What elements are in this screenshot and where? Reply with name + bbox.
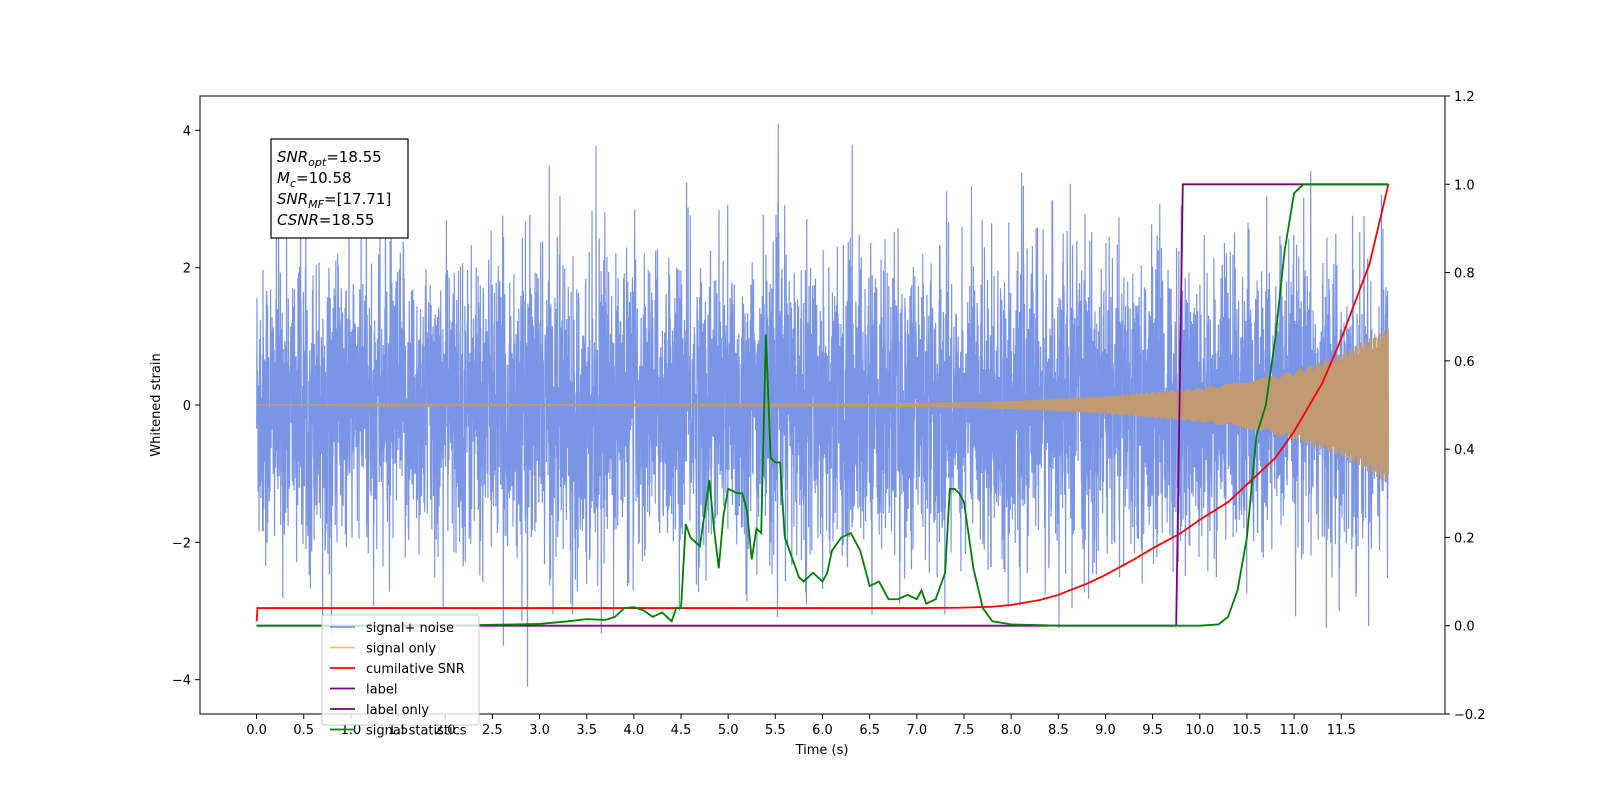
annotation-box: SNRopt=18.55Mc=10.58SNRMF=[17.71]CSNR=18…	[270, 138, 409, 239]
y-tick-label: 2	[183, 262, 191, 277]
y2-tick-label: 0.2	[1454, 531, 1475, 546]
legend-entry-label: signal+ noise	[366, 621, 454, 636]
x-tick-label: 1.0	[341, 723, 362, 738]
x-tick-label: 2.0	[435, 723, 456, 738]
x-tick-label: 0.5	[293, 723, 314, 738]
y2-tick-label: −0.2	[1454, 708, 1486, 723]
legend-entry-label: signal statistics	[366, 724, 467, 739]
legend-entry-label: label only	[366, 703, 429, 718]
x-tick-label: 4.0	[624, 723, 645, 738]
series-cumilative-snr-line	[255, 184, 1390, 622]
annotation-line: Mc=10.58	[277, 169, 352, 190]
series-label-line	[256, 183, 1389, 627]
x-tick-label: 1.5	[388, 723, 409, 738]
x-tick-label: 6.5	[859, 723, 880, 738]
y-tick-label: −4	[172, 674, 191, 689]
y2-tick-label: 0.8	[1454, 267, 1475, 282]
x-tick-label: 8.5	[1048, 723, 1069, 738]
x-tick-label: 7.5	[954, 723, 975, 738]
series-signal-statistics-line	[256, 183, 1389, 627]
annotation-frame	[270, 138, 409, 239]
y2-tick-label: 1.0	[1454, 178, 1475, 193]
y2-tick-label: 0.4	[1454, 443, 1475, 458]
x-tick-label: 11.0	[1280, 723, 1309, 738]
legend-entry-label: label	[366, 683, 397, 698]
x-tick-label: 6.0	[812, 723, 833, 738]
x-tick-label: 4.5	[671, 723, 692, 738]
annotation-line: SNRopt=18.55	[277, 148, 382, 169]
x-tick-label: 7.0	[906, 723, 927, 738]
series-layer	[255, 123, 1390, 687]
y-axis-label: Whitened strain	[149, 353, 164, 456]
x-tick-label: 9.5	[1142, 723, 1163, 738]
x-tick-label: 9.0	[1095, 723, 1116, 738]
y-axis-left: 4 2 0 −2 −4	[172, 124, 200, 689]
y-axis-right: 1.2 1.0 0.8 0.6 0.4 0.2 0.0 −0.2	[1445, 90, 1486, 723]
series-signal-only-line	[256, 327, 1390, 482]
annotation-line: CSNR=18.55	[277, 211, 374, 229]
x-tick-label: 5.0	[718, 723, 739, 738]
y-tick-label: 4	[183, 124, 191, 139]
x-tick-label: 10.0	[1185, 723, 1214, 738]
x-tick-label: 0.0	[246, 723, 267, 738]
legend-entry-label: signal only	[366, 642, 436, 657]
legend-frame	[321, 614, 480, 726]
x-tick-label: 3.0	[529, 723, 550, 738]
x-axis-label: Time (s)	[795, 743, 849, 758]
x-tick-label: 2.5	[482, 723, 503, 738]
x-axis: 0.0 0.5 1.0 1.5 2.0 2.5 3.0 3.5 4.0 4.5 5.0 5.5 6.0 6…	[246, 714, 1356, 738]
x-tick-label: 8.0	[1001, 723, 1022, 738]
x-tick-label: 5.5	[765, 723, 786, 738]
y2-tick-label: 0.0	[1454, 620, 1475, 635]
y-tick-label: −2	[172, 536, 191, 551]
x-tick-label: 10.5	[1232, 723, 1261, 738]
y-tick-label: 0	[183, 399, 191, 414]
legend-entry-label: cumilative SNR	[366, 662, 465, 677]
legend: signal+ noise signal only cumilative SNR la…	[321, 614, 480, 739]
annotation-line: SNRMF=[17.71]	[277, 190, 391, 211]
x-tick-label: 3.5	[576, 723, 597, 738]
y2-tick-label: 1.2	[1454, 90, 1475, 105]
y2-tick-label: 0.6	[1454, 355, 1475, 370]
x-tick-label: 11.5	[1327, 723, 1356, 738]
